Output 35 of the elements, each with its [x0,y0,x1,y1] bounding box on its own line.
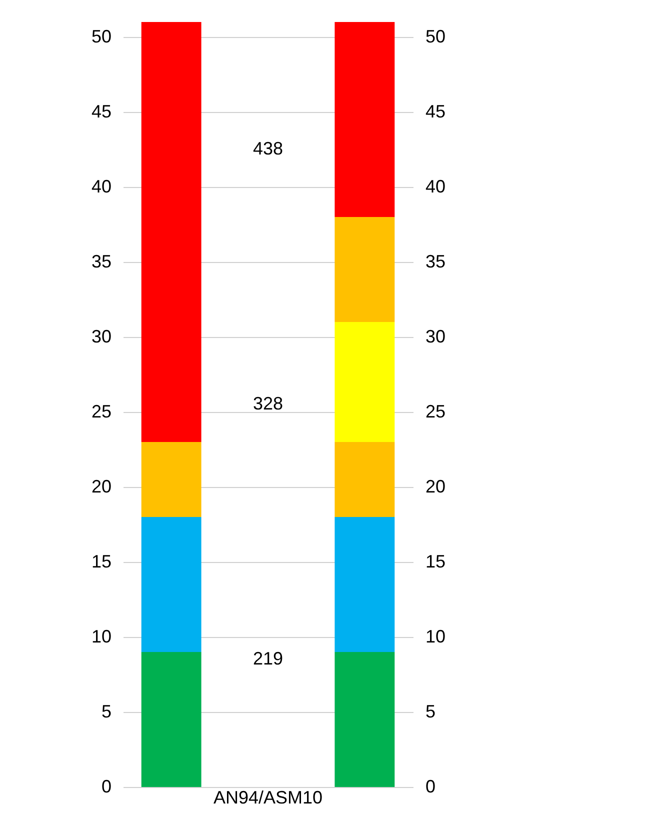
annotation: 219 [252,648,284,668]
bar [141,652,202,787]
x-tick-label: AN94/ASM10 [213,788,323,808]
y2-tick-label: 15 [426,552,446,572]
bar [334,442,395,517]
y2-tick-label: 20 [426,476,446,496]
y-tick-label: 0 [101,776,112,796]
y-tick-label: 30 [91,326,112,346]
y2-tick-label: 25 [426,402,446,422]
bar [141,442,202,517]
y-tick-label: 40 [91,176,112,196]
y2-tick-label: 30 [426,326,446,346]
y-tick-label: 45 [91,102,112,122]
annotation: 328 [252,394,284,414]
bar [334,652,395,787]
annotation: 438 [252,138,284,158]
y2-tick-label: 10 [426,626,446,646]
y-tick-label: 35 [91,252,112,272]
y-tick-label: 20 [91,476,112,496]
y-tick-label: 25 [91,402,112,422]
bar [334,322,395,442]
y2-tick-label: 0 [426,776,436,796]
y2-tick-label: 50 [426,26,446,46]
y-tick-label: 5 [101,702,112,722]
bar [334,217,395,322]
y-tick-label: 15 [91,552,112,572]
y-tick-label: 50 [91,26,112,46]
y-tick-label: 10 [91,626,112,646]
y2-tick-label: 35 [426,252,446,272]
bar [141,517,202,652]
bar [334,22,395,217]
y2-tick-label: 5 [426,702,436,722]
y2-tick-label: 45 [426,102,446,122]
bar [334,517,395,652]
y2-tick-label: 40 [426,176,446,196]
